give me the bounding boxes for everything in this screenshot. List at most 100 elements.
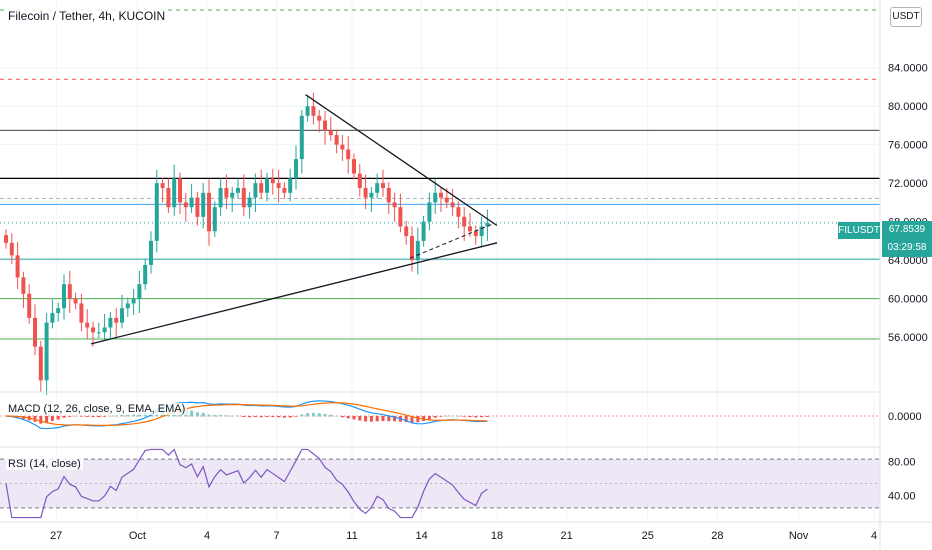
price-tick-label: 80.0000	[888, 101, 928, 113]
candle-body	[143, 264, 148, 285]
candle-body	[305, 106, 310, 116]
macd-histogram-bar	[62, 416, 66, 418]
date-tick-label: 28	[711, 530, 723, 542]
macd-histogram-bar	[480, 416, 484, 418]
candle-body	[160, 183, 165, 188]
candle-body	[444, 197, 449, 203]
bar-countdown: 03:29:58	[887, 242, 927, 253]
candle-body	[125, 303, 130, 309]
macd-histogram-bar	[427, 416, 431, 420]
candle-body	[207, 192, 211, 232]
candle-body	[236, 187, 240, 193]
grid-lines	[0, 0, 880, 520]
macd-histogram-bar	[207, 414, 211, 417]
macd-histogram-bar	[242, 416, 246, 417]
date-tick-label: 4	[871, 530, 877, 542]
macd-histogram-bar	[236, 415, 240, 417]
macd-histogram-bar	[253, 416, 257, 417]
candle-body	[67, 284, 72, 299]
macd-histogram-bar	[230, 415, 234, 417]
macd-histogram-bar	[56, 416, 60, 420]
descending-trendline	[305, 94, 498, 227]
ascending-trendline	[90, 242, 498, 345]
candle-body	[44, 322, 49, 381]
candle-body	[294, 159, 298, 179]
candle-body	[328, 130, 333, 136]
macd-histogram-bar	[91, 416, 95, 418]
candle-body	[114, 317, 119, 323]
macd-histogram-bar	[381, 416, 385, 422]
candle-body	[230, 192, 235, 198]
last-price: 67.8539	[888, 224, 926, 235]
candle-body	[183, 202, 188, 208]
candle-body	[241, 187, 246, 208]
candle-body	[352, 159, 356, 174]
inner-dashed-trendline	[409, 224, 492, 259]
candle-body	[259, 183, 264, 193]
date-tick-label: 18	[491, 530, 503, 542]
macd-histogram-bar	[422, 416, 426, 421]
candle-body	[38, 346, 43, 381]
price-tick-label: 64.0000	[888, 255, 928, 267]
macd-histogram-bar	[468, 416, 472, 418]
macd-histogram-bar	[364, 416, 368, 422]
candle-body	[149, 240, 153, 265]
candle-body	[50, 313, 55, 323]
macd-histogram-bar	[311, 412, 315, 417]
candle-body	[473, 231, 478, 237]
macd-histogram-bar	[288, 416, 292, 418]
candle-body	[317, 115, 322, 121]
candle-body	[398, 207, 403, 227]
price-tick-label: 56.0000	[888, 332, 928, 344]
candle-body	[427, 202, 432, 222]
candle-body	[386, 187, 391, 203]
macd-histogram-bar	[404, 416, 408, 423]
macd-histogram-bar	[201, 412, 205, 417]
macd-histogram-bar	[306, 413, 310, 417]
currency-badge[interactable]: USDT	[890, 7, 922, 27]
candle-body	[189, 197, 194, 208]
macd-histogram-bar	[265, 416, 269, 417]
macd-histogram-bar	[335, 415, 339, 417]
candle-body	[253, 183, 258, 198]
macd-histogram-bar	[271, 416, 275, 418]
candle-body	[102, 327, 107, 333]
macd-histogram-bar	[114, 415, 118, 417]
price-tick-label: 84.0000	[888, 63, 928, 75]
macd-histogram-bar	[323, 413, 327, 417]
macd-histogram-bar	[68, 416, 72, 417]
macd-histogram-bar	[358, 416, 362, 421]
macd-histogram-bar	[387, 416, 391, 422]
candle-body	[33, 317, 37, 347]
date-tick-label: 11	[346, 530, 357, 542]
macd-histogram-bar	[451, 415, 455, 417]
candle-body	[375, 183, 380, 193]
macd-histogram-bar	[213, 415, 217, 417]
macd-histogram-bar	[433, 416, 437, 418]
macd-histogram-bar	[410, 416, 414, 423]
candle-body	[346, 149, 351, 160]
date-tick-label: 25	[642, 530, 654, 542]
macd-histogram-bar	[346, 416, 350, 419]
rsi-tick-label: 40.00	[888, 491, 916, 503]
candle-body	[166, 187, 171, 208]
candle-body	[137, 284, 142, 299]
last-price-tag: 67.8539 03:29:58	[882, 221, 932, 257]
macd-histogram-bar	[317, 413, 321, 417]
macd-histogram-bar	[462, 416, 466, 417]
candle-body	[131, 298, 136, 304]
date-tick-label: 21	[560, 530, 572, 542]
date-tick-label: 7	[274, 530, 280, 542]
macd-histogram-bar	[439, 416, 443, 417]
candle-body	[334, 135, 339, 145]
candle-body	[323, 120, 327, 131]
candle-body	[265, 178, 269, 193]
candle-body	[91, 327, 95, 333]
candle-body	[479, 226, 484, 237]
candle-body	[9, 242, 14, 256]
candlestick-series	[4, 92, 490, 395]
candle-body	[270, 178, 275, 184]
date-tick-label: Nov	[789, 530, 809, 542]
